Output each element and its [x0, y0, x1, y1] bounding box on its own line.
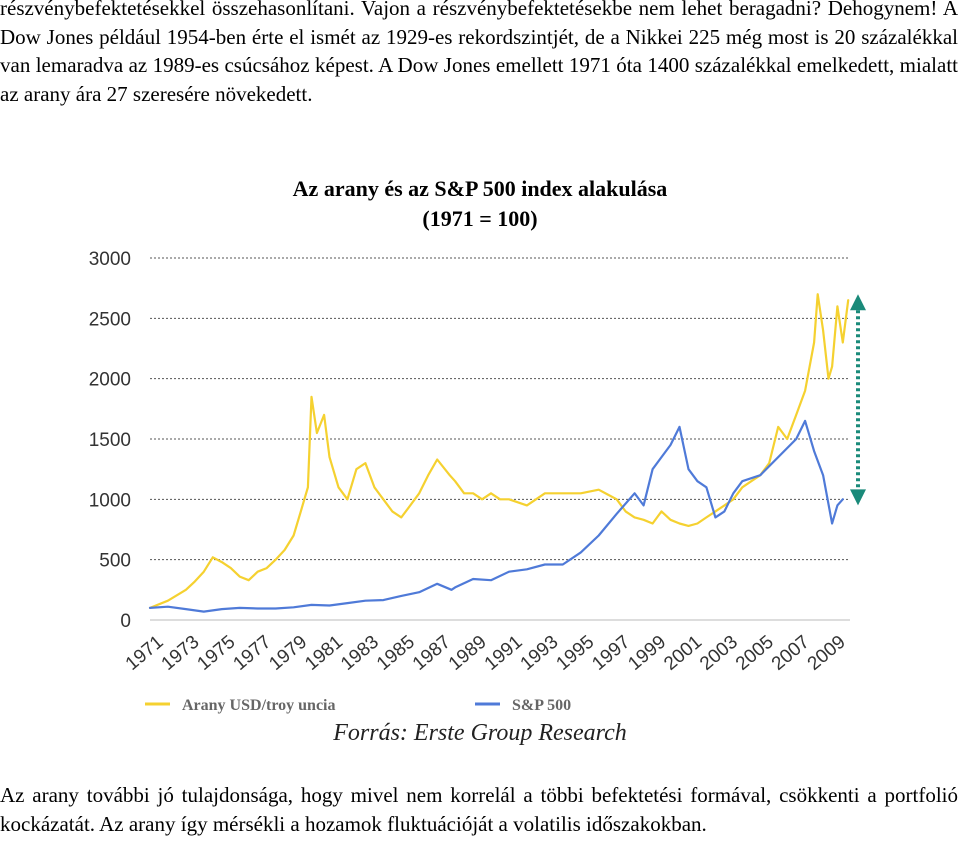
x-tick-label: 1987 — [409, 632, 455, 675]
grid-lines — [150, 257, 850, 621]
x-tick-label: 2007 — [768, 632, 814, 675]
x-tick-label: 2005 — [732, 632, 778, 675]
y-tick-label: 2500 — [89, 309, 131, 330]
x-tick-label: 1971 — [122, 632, 168, 675]
series-lines — [148, 293, 850, 613]
legend: Arany USD/troy uncia S&P 500 — [145, 697, 571, 714]
y-tick-label: 1000 — [89, 490, 131, 511]
y-tick-label: 3000 — [89, 249, 131, 270]
x-tick-label: 1979 — [265, 632, 311, 675]
annotation-arrow — [850, 294, 866, 506]
x-tick-label: 1997 — [588, 632, 634, 675]
x-tick-label: 1985 — [373, 632, 419, 675]
annotation-arrowhead-bottom — [850, 489, 866, 506]
y-axis-ticks: 0 500 1000 1500 2000 2500 3000 — [89, 249, 131, 632]
source-caption: Forrás: Erste Group Research — [333, 720, 627, 746]
x-tick-label: 1975 — [194, 632, 240, 675]
x-tick-label: 1981 — [301, 632, 347, 675]
legend-label: S&P 500 — [512, 697, 571, 714]
y-tick-label: 1500 — [89, 430, 131, 451]
x-tick-label: 1999 — [624, 632, 670, 675]
x-tick-label: 2003 — [696, 632, 742, 675]
x-tick-label: 1983 — [337, 632, 383, 675]
x-axis-ticks: 1971197319751977197919811983198519871989… — [122, 632, 850, 675]
paragraph-bottom: Az arany további jó tulajdonsága, hogy m… — [0, 783, 958, 836]
x-tick-label: 2001 — [660, 632, 706, 675]
x-tick-label: 1995 — [552, 632, 598, 675]
x-tick-label: 2009 — [804, 632, 850, 675]
chart-subtitle: (1971 = 100) — [422, 206, 538, 231]
series-line-gold — [148, 293, 850, 609]
series-line-sp500 — [148, 419, 844, 613]
paragraph-top: részvénybefektetésekkel összehasonlítani… — [0, 0, 958, 106]
x-tick-label: 1993 — [517, 632, 563, 675]
x-tick-label: 1989 — [445, 632, 491, 675]
annotation-arrowhead-top — [850, 294, 866, 311]
legend-label: Arany USD/troy uncia — [182, 697, 336, 714]
y-tick-label: 2000 — [89, 370, 131, 391]
x-tick-label: 1977 — [229, 632, 275, 675]
y-tick-label: 500 — [99, 551, 131, 572]
chart-title: Az arany és az S&P 500 index alakulása — [292, 176, 668, 201]
x-tick-label: 1973 — [158, 632, 204, 675]
x-tick-label: 1991 — [481, 632, 527, 675]
y-tick-label: 0 — [120, 611, 131, 632]
